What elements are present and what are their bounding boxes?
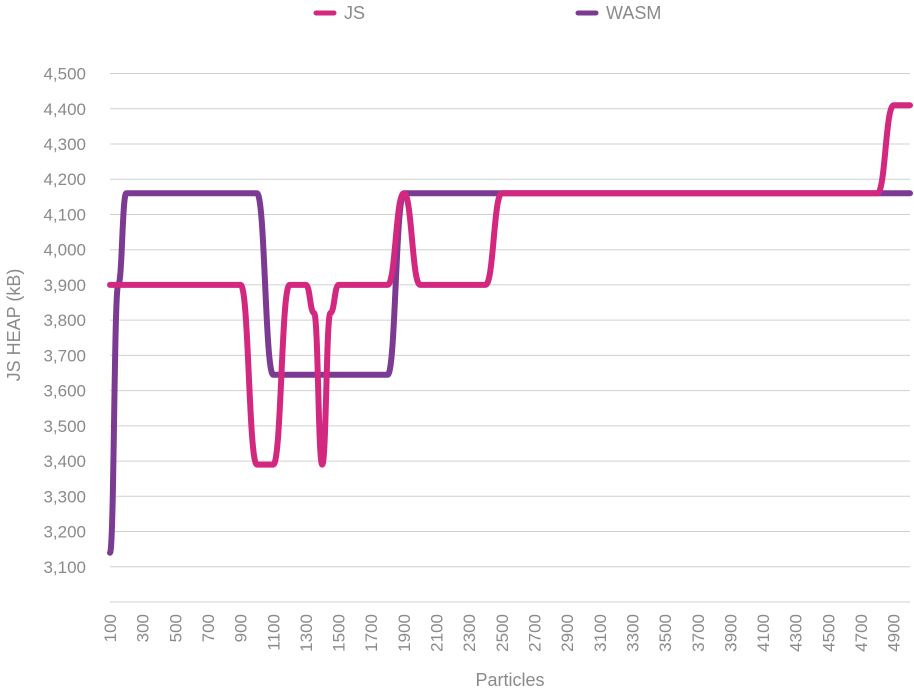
- series-line-wasm: [107, 190, 913, 556]
- y-tick-label: 4,200: [43, 170, 86, 189]
- y-tick-label: 4,400: [43, 100, 86, 119]
- x-tick-label: 4300: [787, 614, 806, 652]
- series-lines: [107, 102, 913, 556]
- x-tick-label: 3500: [656, 614, 675, 652]
- y-tick-label: 3,900: [43, 276, 86, 295]
- y-tick-label: 3,300: [43, 487, 86, 506]
- x-axis-ticks: 100 300 500 700 900 1100 1300 1500 1700 1900 2100 2…: [101, 614, 904, 652]
- y-tick-label: 3,500: [43, 417, 86, 436]
- legend-label: WASM: [606, 3, 661, 23]
- y-tick-label: 3,600: [43, 382, 86, 401]
- x-tick-label: 1700: [362, 614, 381, 652]
- y-tick-label: 3,200: [43, 523, 86, 542]
- x-tick-label: 4900: [885, 614, 904, 652]
- legend-label: JS: [344, 3, 365, 23]
- x-tick-label: 1500: [330, 614, 349, 652]
- x-tick-label: 4100: [754, 614, 773, 652]
- x-tick-label: 4700: [852, 614, 871, 652]
- y-tick-label: 4,300: [43, 135, 86, 154]
- x-tick-label: 2300: [460, 614, 479, 652]
- x-tick-label: 100: [101, 614, 120, 642]
- x-tick-label: 1100: [264, 614, 283, 651]
- x-tick-label: 300: [134, 614, 153, 642]
- x-tick-label: 2900: [558, 614, 577, 652]
- x-tick-label: 3900: [721, 614, 740, 652]
- gridlines: [110, 73, 910, 603]
- y-tick-label: 4,000: [43, 241, 86, 260]
- y-axis-label: JS HEAP (kB): [4, 269, 24, 382]
- x-tick-label: 2100: [428, 614, 447, 652]
- y-tick-label: 3,400: [43, 452, 86, 471]
- x-tick-label: 700: [199, 614, 218, 642]
- y-tick-label: 3,700: [43, 346, 86, 365]
- y-tick-label: 3,100: [43, 558, 86, 577]
- y-tick-label: 4,500: [43, 65, 86, 84]
- y-tick-label: 3,800: [43, 311, 86, 330]
- series-line-js: [107, 102, 913, 468]
- x-tick-label: 2700: [525, 614, 544, 652]
- x-tick-label: 1300: [297, 614, 316, 652]
- y-tick-label: 4,100: [43, 205, 86, 224]
- x-tick-label: 3300: [623, 614, 642, 652]
- x-tick-label: 1900: [395, 614, 414, 652]
- x-tick-label: 3100: [591, 614, 610, 652]
- x-axis-label: Particles: [475, 670, 544, 690]
- x-tick-label: 4500: [819, 614, 838, 652]
- x-tick-label: 2500: [493, 614, 512, 652]
- y-axis-ticks: 3,100 3,200 3,300 3,400 3,500 3,600 3,700 3,800…: [43, 65, 86, 577]
- x-tick-label: 3700: [689, 614, 708, 652]
- x-tick-label: 900: [232, 614, 251, 642]
- x-tick-label: 500: [166, 614, 185, 642]
- legend: JS WASM: [313, 3, 661, 23]
